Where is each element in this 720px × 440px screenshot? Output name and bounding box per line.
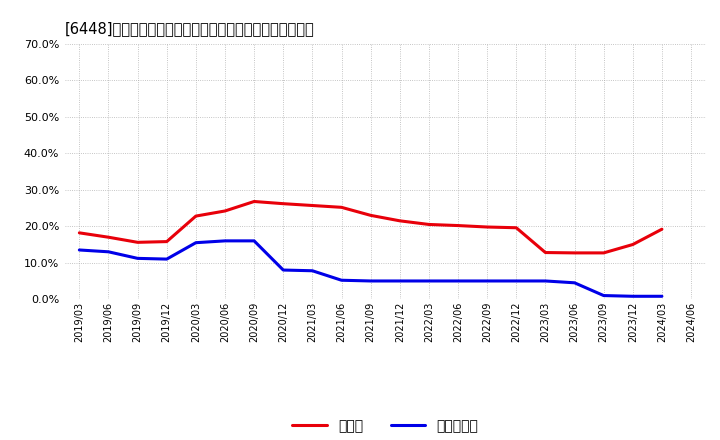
有利子負債 <box>308 268 317 273</box>
有利子負債 <box>220 238 229 243</box>
現預金 <box>279 201 287 206</box>
有利子負債 <box>483 279 492 284</box>
有利子負債 <box>512 279 521 284</box>
現預金 <box>163 239 171 244</box>
Text: [6448]　現預金、有利子負債の総資産に対する比率の推移: [6448] 現預金、有利子負債の総資産に対する比率の推移 <box>65 21 315 36</box>
現預金 <box>220 208 229 213</box>
現預金 <box>512 225 521 231</box>
現預金 <box>483 224 492 230</box>
有利子負債 <box>192 240 200 246</box>
有利子負債 <box>104 249 113 254</box>
現預金 <box>599 250 608 256</box>
Line: 有利子負債: 有利子負債 <box>79 241 662 296</box>
有利子負債 <box>133 256 142 261</box>
有利子負債 <box>657 293 666 299</box>
現預金 <box>192 213 200 219</box>
有利子負債 <box>163 257 171 262</box>
現預金 <box>133 240 142 245</box>
有利子負債 <box>454 279 462 284</box>
有利子負債 <box>279 268 287 273</box>
現預金 <box>395 218 404 224</box>
有利子負債 <box>541 279 550 284</box>
現預金 <box>308 203 317 208</box>
有利子負債 <box>337 278 346 283</box>
現預金 <box>250 199 258 204</box>
現預金 <box>104 235 113 240</box>
有利子負債 <box>570 280 579 286</box>
現預金 <box>75 230 84 235</box>
Line: 現預金: 現預金 <box>79 202 662 253</box>
Legend: 現預金, 有利子負債: 現預金, 有利子負債 <box>287 413 484 438</box>
有利子負債 <box>599 293 608 298</box>
現預金 <box>629 242 637 247</box>
有利子負債 <box>250 238 258 243</box>
現預金 <box>366 213 375 218</box>
現預金 <box>337 205 346 210</box>
有利子負債 <box>425 279 433 284</box>
現預金 <box>454 223 462 228</box>
現預金 <box>657 227 666 232</box>
現預金 <box>541 250 550 255</box>
有利子負債 <box>75 247 84 253</box>
現預金 <box>425 222 433 227</box>
有利子負債 <box>366 279 375 284</box>
有利子負債 <box>395 279 404 284</box>
有利子負債 <box>629 293 637 299</box>
現預金 <box>570 250 579 256</box>
